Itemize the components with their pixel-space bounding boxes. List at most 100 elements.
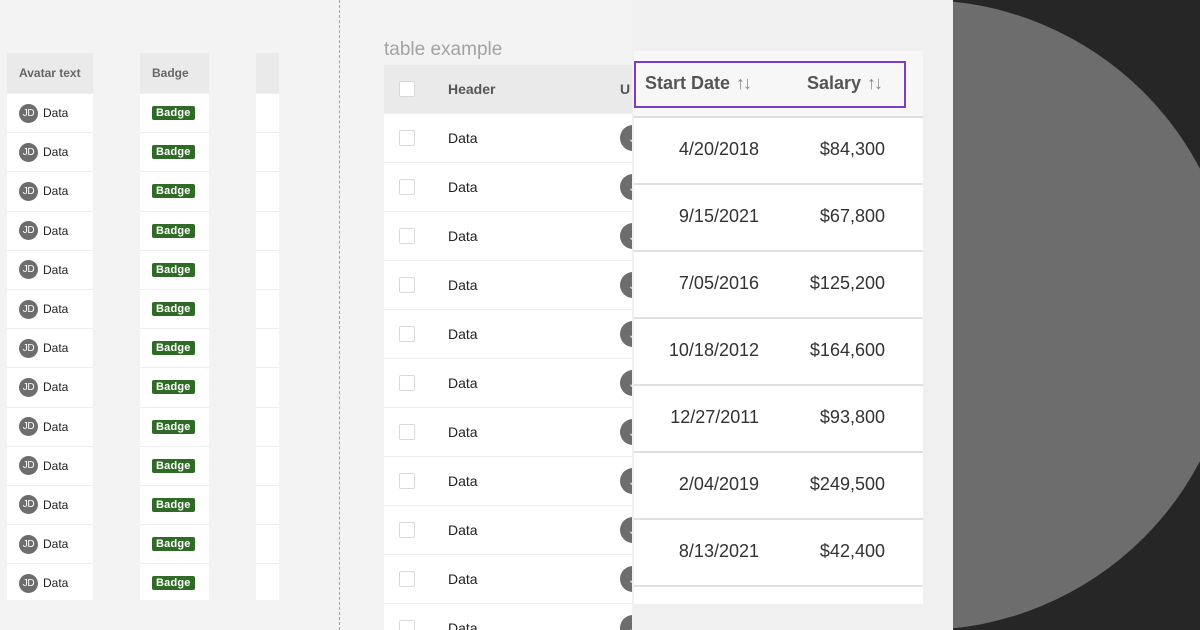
cell-text: Data	[448, 571, 478, 587]
avatar: JD	[19, 573, 38, 593]
avatar-text-cell: JD Data	[7, 406, 93, 446]
badge-column-header: Badge	[140, 53, 209, 93]
table-row[interactable]: Data J	[384, 211, 632, 260]
empty-cell	[256, 367, 279, 406]
avatar: JD	[19, 338, 38, 358]
avatar: J	[620, 419, 632, 445]
salary-header[interactable]: Salary ↑↓	[807, 73, 883, 94]
cell-text: Data	[43, 537, 69, 552]
table-row[interactable]: 12/27/2011 $93,800	[634, 386, 923, 453]
select-all-checkbox[interactable]	[399, 81, 415, 97]
badge-cell: Badge	[140, 563, 209, 602]
start-date-header-label: Start Date	[645, 73, 731, 93]
header-label[interactable]: Header	[448, 81, 496, 97]
salary-cell: $164,600	[809, 340, 885, 360]
status-badge: Badge	[152, 145, 195, 160]
cell-text: Data	[43, 419, 69, 434]
cell-text: Data	[448, 424, 478, 440]
cell-text: Data	[43, 223, 69, 238]
sort-arrows-icon[interactable]: ↑↓	[736, 73, 752, 93]
table-row[interactable]: 9/15/2021 $67,800	[634, 185, 923, 252]
table-row[interactable]: Data J	[384, 456, 632, 505]
row-checkbox[interactable]	[399, 571, 415, 587]
cell-text: Data	[43, 458, 69, 473]
badge-cell: Badge	[140, 249, 209, 289]
start-date-header[interactable]: Start Date ↑↓	[645, 73, 752, 94]
salary-cell: $84,300	[819, 139, 885, 159]
table-row[interactable]: Data J	[384, 309, 632, 358]
table-row[interactable]: Data J	[384, 505, 632, 554]
table-row[interactable]: Data J	[384, 162, 632, 211]
row-checkbox[interactable]	[399, 179, 415, 195]
status-badge: Badge	[152, 302, 195, 317]
empty-cell	[256, 524, 279, 563]
row-checkbox[interactable]	[399, 228, 415, 244]
table-row[interactable]: Data J	[384, 407, 632, 456]
badge-column: Badge Badge Badge Badge Badge Badge Badge Badg…	[140, 53, 209, 600]
table-row[interactable]: 10/18/2012 $164,600	[634, 319, 923, 386]
status-badge: Badge	[152, 380, 195, 395]
avatar: JD	[19, 260, 38, 280]
row-checkbox[interactable]	[399, 522, 415, 538]
empty-column	[256, 53, 279, 600]
cell-text: Data	[448, 473, 478, 489]
table-row[interactable]: Data J	[384, 113, 632, 162]
status-badge: Badge	[152, 458, 195, 473]
avatar-text-column-header: Avatar text	[7, 53, 93, 93]
salary-cell: $67,800	[819, 206, 885, 226]
table-row[interactable]: Data J	[384, 603, 632, 630]
status-badge: Badge	[152, 497, 195, 512]
table-row[interactable]: 4/20/2018 $84,300	[634, 118, 923, 185]
cell-text: Data	[448, 179, 478, 195]
table-caption: table example	[384, 39, 503, 60]
zoomed-table: Start Date ↑↓ Salary ↑↓ 4/20/2018 $84,300…	[634, 51, 923, 604]
row-checkbox[interactable]	[399, 473, 415, 489]
row-checkbox[interactable]	[399, 277, 415, 293]
empty-cell	[256, 563, 279, 602]
row-checkbox[interactable]	[399, 375, 415, 391]
badge-cell: Badge	[140, 132, 209, 171]
cell-text: Data	[43, 106, 69, 121]
row-checkbox[interactable]	[399, 620, 415, 630]
sort-arrows-icon[interactable]: ↑↓	[867, 73, 883, 93]
table-row[interactable]: 8/13/2021 $42,400	[634, 520, 923, 587]
start-date-cell: 9/15/2021	[678, 206, 759, 226]
badge-cell: Badge	[140, 328, 209, 367]
empty-cell	[256, 445, 279, 485]
badge-cell: Badge	[140, 367, 209, 406]
empty-column-header	[256, 53, 279, 93]
table-row[interactable]: Data J	[384, 260, 632, 309]
avatar-text-cell: JD Data	[7, 132, 93, 171]
cell-text: Data	[43, 497, 69, 512]
status-badge: Badge	[152, 576, 195, 591]
avatar: J	[620, 223, 632, 249]
badge-cell: Badge	[140, 93, 209, 132]
empty-cell	[256, 93, 279, 132]
header-focus-ring	[634, 61, 906, 108]
avatar: J	[620, 517, 632, 543]
cell-text: Data	[43, 145, 69, 160]
row-checkbox[interactable]	[399, 130, 415, 146]
avatar: JD	[19, 456, 38, 476]
table-row[interactable]: Data J	[384, 554, 632, 603]
cell-text: Data	[43, 262, 69, 277]
cell-text: Data	[448, 130, 478, 146]
avatar: J	[620, 370, 632, 396]
row-checkbox[interactable]	[399, 326, 415, 342]
example-table: Header U DataJDataJDataJDataJDataJDataJD…	[384, 65, 632, 630]
cell-text: Data	[43, 302, 69, 317]
avatar: JD	[19, 299, 38, 319]
status-badge: Badge	[152, 262, 195, 277]
empty-cell	[256, 132, 279, 171]
avatar: J	[620, 174, 632, 200]
badge-cell: Badge	[140, 406, 209, 446]
empty-cell	[256, 288, 279, 328]
status-badge: Badge	[152, 419, 195, 434]
avatar: JD	[19, 103, 38, 123]
table-row[interactable]: Data J	[384, 358, 632, 407]
row-checkbox[interactable]	[399, 424, 415, 440]
table-row[interactable]: 2/04/2019 $249,500	[634, 453, 923, 520]
dark-backdrop	[953, 0, 1200, 630]
table-row[interactable]: 7/05/2016 $125,200	[634, 252, 923, 319]
header-label-truncated[interactable]: U	[620, 81, 631, 97]
